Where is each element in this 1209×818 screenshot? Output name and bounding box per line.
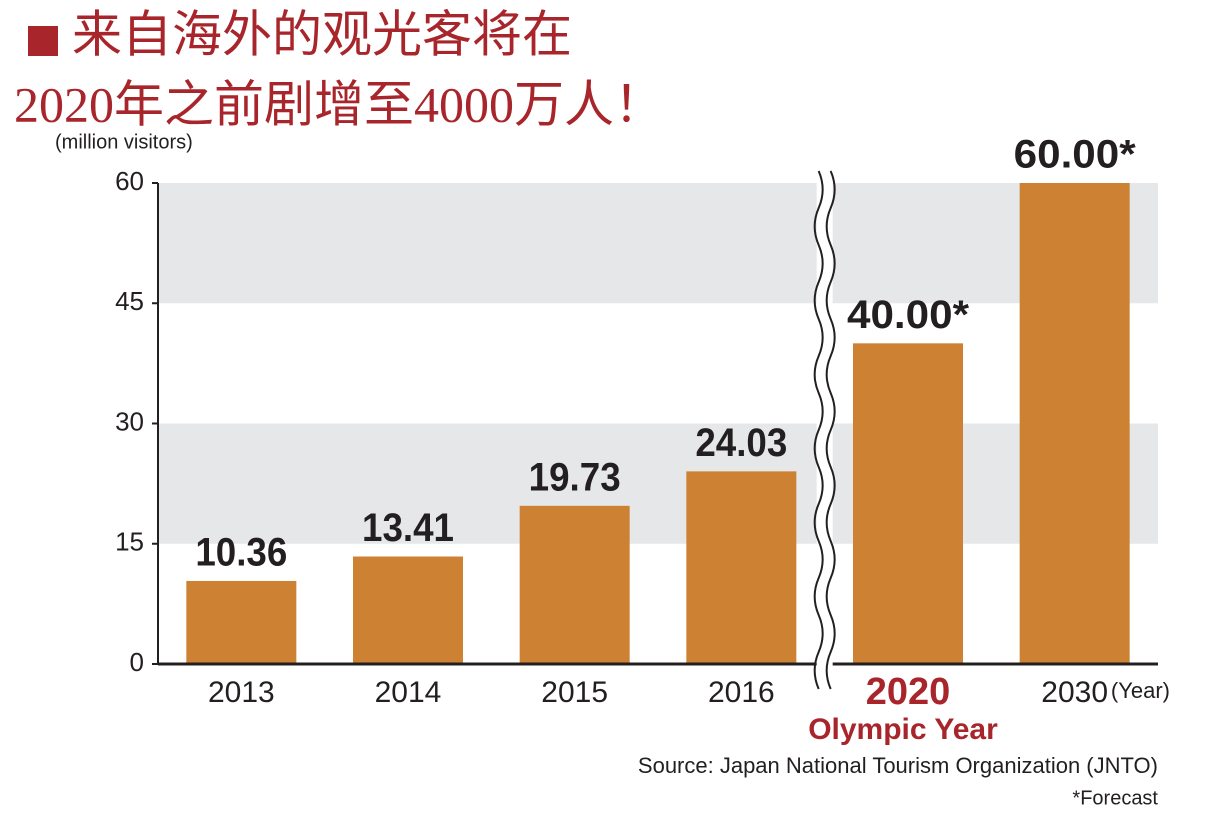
value-label: 13.41 (362, 506, 454, 550)
plot-area: 0 15 30 45 60 10.36 2013 13.41 2014 19.73 2015 24.0… (115, 133, 1158, 746)
y-tick-label: 45 (115, 286, 144, 316)
value-label: 19.73 (529, 455, 621, 499)
bar (186, 580, 297, 664)
bar (1019, 183, 1130, 664)
chart-title: 来自海外的观光客将在 (72, 6, 572, 62)
chart-title: 2020年之前剧增至4000万人！ (14, 76, 664, 132)
y-tick-label: 30 (115, 406, 144, 436)
footnote: *Forecast (1072, 787, 1158, 809)
axis-break (825, 170, 836, 690)
x-tick-label: 2013 (208, 676, 275, 709)
value-label: 40.00* (847, 293, 969, 337)
grid-band (158, 423, 1158, 544)
value-label: 60.00* (1014, 133, 1136, 177)
y-axis-label: (million visitors) (55, 131, 193, 153)
annotation: Olympic Year (808, 713, 998, 746)
source: Source: Japan National Tourism Organizat… (638, 753, 1158, 778)
x-tick-label: 2014 (375, 676, 442, 709)
x-tick-label: 2016 (708, 676, 775, 709)
x-tick-label: 2015 (541, 676, 608, 709)
title-marker (28, 26, 58, 56)
y-tick-label: 0 (130, 647, 144, 677)
x-tick-label: 2020 (866, 671, 951, 713)
x-tick-label: 2030 (1041, 676, 1108, 709)
bar (853, 343, 963, 664)
grid-band (158, 183, 1158, 304)
y-tick-label: 60 (115, 166, 144, 196)
axis-break (813, 170, 824, 690)
value-label: 24.03 (695, 421, 787, 465)
x-axis-label: (Year) (1111, 678, 1170, 703)
bar (686, 471, 797, 664)
y-tick-label: 15 (115, 527, 144, 557)
value-label: 10.36 (195, 531, 287, 575)
bar (519, 505, 630, 664)
bar (353, 556, 463, 664)
axis-break-gap (816, 171, 833, 689)
